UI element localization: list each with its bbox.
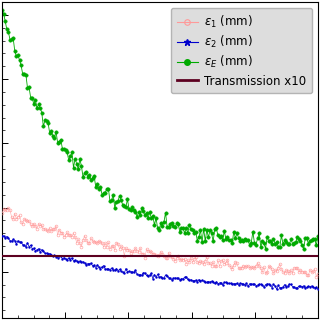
Legend: $\varepsilon_1$ (mm), $\varepsilon_2$ (mm), $\varepsilon_E$ (mm), Transmission x: $\varepsilon_1$ (mm), $\varepsilon_2$ (m… — [171, 8, 312, 93]
